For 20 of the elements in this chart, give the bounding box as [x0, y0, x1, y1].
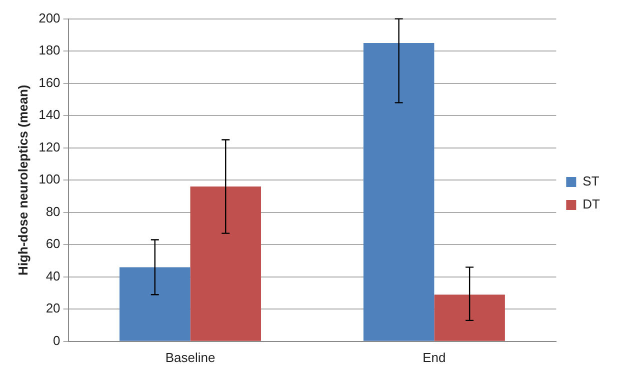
y-tick-label: 20: [46, 300, 60, 316]
y-tick-label: 100: [38, 172, 60, 187]
legend-label: DT: [582, 196, 600, 212]
y-tick-label: 120: [38, 139, 60, 154]
y-tick-label: 180: [38, 42, 60, 58]
bar: [190, 186, 262, 341]
x-tick-label: End: [422, 350, 446, 365]
y-axis-title: High-dose neuroleptics (mean): [15, 84, 30, 276]
y-tick-label: 160: [38, 74, 60, 90]
y-tick-label: 60: [46, 236, 60, 252]
y-tick-label: 80: [46, 204, 60, 219]
x-tick-label: Baseline: [165, 350, 216, 365]
bar: [120, 267, 190, 341]
y-tick-label: 140: [38, 107, 60, 122]
y-tick-label: 40: [46, 268, 60, 284]
y-tick-label: 200: [38, 10, 60, 26]
legend-label: ST: [582, 174, 600, 189]
y-tick-label: 0: [53, 332, 60, 348]
bar: [434, 294, 505, 341]
bar: [363, 42, 434, 341]
